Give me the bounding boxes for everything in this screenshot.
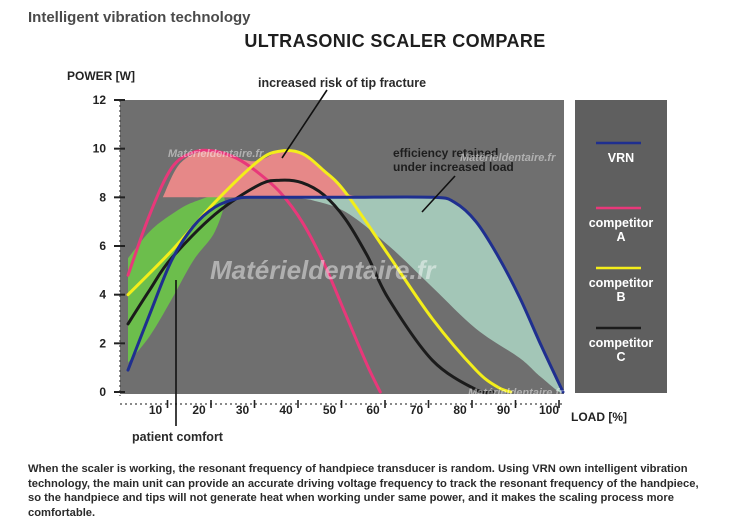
x-tick-label: 100 <box>539 403 559 417</box>
x-tick-label: 90 <box>497 403 511 417</box>
x-tick-label: 50 <box>323 403 337 417</box>
risk-zone <box>162 149 368 198</box>
y-tick-label: 8 <box>99 190 106 204</box>
y-tick-label: 10 <box>93 142 107 156</box>
series-line-competitor-b <box>126 148 513 394</box>
y-tick-label: 6 <box>99 239 106 253</box>
efficiency-zone <box>293 196 563 394</box>
x-tick-label: 20 <box>192 403 206 417</box>
watermark-text: Matérieldentaire.fr <box>168 148 264 160</box>
legend-label: competitor <box>589 336 654 350</box>
x-tick-label: 10 <box>149 403 163 417</box>
legend-label: competitor <box>589 216 654 230</box>
watermark-text: Matérieldentaire.fr <box>460 152 556 164</box>
series-line-vrn <box>126 195 565 394</box>
legend-label-suffix: B <box>616 290 625 304</box>
x-tick-label: 60 <box>366 403 380 417</box>
x-tick-label: 80 <box>453 403 467 417</box>
comfort-zone <box>128 194 225 363</box>
y-tick-label: 12 <box>93 93 107 107</box>
kicker-text: Intelligent vibration technology <box>28 9 251 26</box>
y-tick-label: 0 <box>99 385 106 399</box>
annotation-efficiency-line2: under increased load <box>393 160 514 174</box>
legend-label: competitor <box>589 276 654 290</box>
annotation-efficiency-line1: efficiency retained <box>393 146 498 160</box>
series-line-competitor-a <box>126 148 382 394</box>
annotation-comfort: patient comfort <box>132 430 224 444</box>
legend-background <box>575 100 667 393</box>
y-tick-label: 2 <box>99 336 106 350</box>
legend-label-suffix: C <box>616 350 625 364</box>
y-tick-label: 4 <box>99 288 106 302</box>
chart-svg: 0 2 4 6 8 10 12 10 20 30 40 50 60 70 80 90 100 POWER [W] L… <box>67 69 667 444</box>
x-tick-label: 30 <box>236 403 250 417</box>
watermark-text: Matérieldentaire.fr <box>468 387 564 399</box>
y-axis-label: POWER [W] <box>67 69 135 83</box>
footer-description: When the scaler is working, the resonant… <box>28 463 699 519</box>
x-axis-label: LOAD [%] <box>571 410 627 424</box>
x-tick-label: 40 <box>279 403 293 417</box>
x-tick-label: 70 <box>410 403 424 417</box>
watermark-text: Matérieldentaire.fr <box>210 255 437 285</box>
annotation-efficiency-pointer <box>421 175 456 213</box>
annotation-risk: increased risk of tip fracture <box>258 76 426 90</box>
legend-label: VRN <box>608 151 634 165</box>
chart-title: ULTRASONIC SCALER COMPARE <box>244 31 546 51</box>
annotation-risk-pointer <box>281 89 328 159</box>
legend-label-suffix: A <box>616 230 625 244</box>
